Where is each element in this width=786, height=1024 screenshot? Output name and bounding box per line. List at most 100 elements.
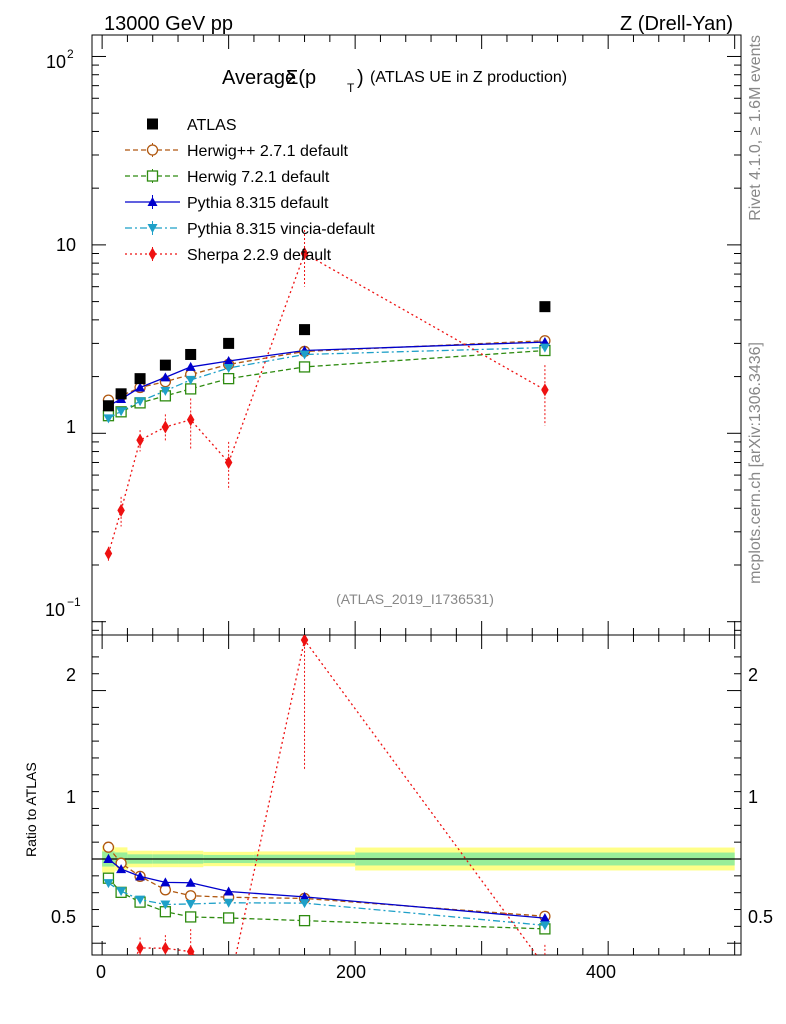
legend-label: Herwig++ 2.7.1 default (187, 143, 349, 160)
legend-label: Pythia 8.315 default (187, 195, 329, 212)
legend-entry-3: Pythia 8.315 default (125, 195, 329, 212)
ratio-y-axis-label: Ratio to ATLAS (23, 762, 39, 857)
ratio-series-layer (102, 635, 551, 1006)
series-line (108, 346, 545, 419)
mcplots-label: mcplots.cern.ch [arXiv:1306.3436] (747, 342, 764, 584)
rivet-version-label: Rivet 4.1.0, ≥ 1.6M events (747, 35, 764, 221)
y-tick-label-exponent: −1 (67, 595, 81, 609)
x-tick-label-0: 0 (96, 962, 106, 982)
ratio-series-3 (103, 854, 550, 923)
series-line (108, 349, 545, 417)
data-point-triangle-down (539, 921, 550, 931)
series-0 (102, 301, 551, 412)
legend-label: Pythia 8.315 vincia-default (187, 221, 375, 238)
main-y-tick-labels: 10 −1 1 10 10 2 (45, 47, 81, 620)
data-point-square (223, 337, 235, 349)
data-point-diamond (105, 993, 113, 1006)
legend: ATLAS Herwig++ 2.7.1 default Herwig 7.2.1 … (125, 117, 375, 264)
chart-title: Average Σ(p T ) (ATLAS UE in Z productio… (222, 67, 567, 95)
header-process-label: Z (Drell-Yan) (620, 13, 733, 35)
y-tick-label-10: 10 (56, 235, 76, 255)
ratio-y-tick-right-2: 2 (748, 665, 758, 685)
ratio-plot-frame (91, 634, 742, 956)
data-point-square (147, 118, 158, 130)
data-point-open-square (298, 914, 311, 927)
data-point-open-square (222, 912, 235, 924)
title-symbol: Σ(p (286, 67, 316, 89)
data-point-triangle-down (185, 899, 196, 909)
data-point-triangle-down (103, 879, 114, 889)
data-point-open-circle (102, 841, 115, 853)
legend-entry-0: ATLAS (147, 117, 237, 134)
data-point-diamond (186, 945, 195, 955)
legend-entry-1: Herwig++ 2.7.1 default (125, 143, 349, 160)
data-point-open-square (185, 383, 197, 395)
data-point-diamond (117, 980, 125, 993)
title-close-paren: ) (357, 67, 364, 89)
data-point-open-square (146, 170, 159, 182)
legend-label: Sherpa 2.2.9 default (187, 247, 332, 264)
data-point-diamond (148, 247, 157, 261)
data-point-triangle-down (116, 887, 127, 897)
data-point-triangle-up (160, 877, 171, 887)
legend-label: ATLAS (187, 117, 237, 134)
data-point-diamond (224, 455, 233, 469)
title-subscript: T (347, 81, 355, 95)
data-point-diamond (300, 247, 309, 261)
data-point-triangle-up (160, 372, 171, 382)
series-line (108, 341, 545, 407)
data-point-triangle-up (223, 886, 234, 896)
data-point-triangle-up (185, 361, 196, 371)
data-point-triangle-down (160, 900, 171, 910)
data-point-square (185, 348, 197, 360)
data-point-triangle-up (185, 877, 196, 887)
data-point-square (102, 400, 114, 412)
legend-entry-4: Pythia 8.315 vincia-default (125, 221, 375, 238)
data-point-diamond (541, 960, 549, 973)
title-prefix: Average (222, 67, 296, 89)
ratio-line (135, 638, 538, 955)
ratio-y-tick-1: 1 (66, 787, 76, 807)
data-point-triangle-up (223, 355, 234, 365)
data-point-triangle-down (135, 895, 146, 905)
data-point-triangle-down (147, 224, 158, 233)
y-tick-label-100-base: 10 (46, 52, 66, 72)
data-point-diamond (300, 635, 309, 647)
data-point-diamond (136, 433, 144, 447)
y-tick-label-100-exponent: 2 (67, 47, 74, 61)
legend-entry-5: Sherpa 2.2.9 default (125, 247, 332, 264)
legend-label: Herwig 7.2.1 default (187, 169, 330, 186)
ratio-series-5 (105, 635, 549, 1006)
data-point-diamond (161, 420, 170, 434)
data-point-open-circle (185, 890, 197, 902)
ratio-y-tick-0.5: 0.5 (51, 907, 76, 927)
data-point-triangle-down (116, 407, 127, 417)
analysis-watermark: (ATLAS_2019_I1736531) (336, 591, 494, 607)
data-point-square (134, 373, 146, 385)
data-point-open-square (185, 911, 197, 923)
data-point-triangle-down (103, 414, 114, 424)
series-4 (103, 343, 550, 424)
data-point-triangle-up (103, 854, 114, 863)
data-point-triangle-up (147, 197, 158, 206)
title-suffix: (ATLAS UE in Z production) (370, 69, 567, 86)
data-point-triangle-up (135, 871, 146, 881)
header-energy-label: 13000 GeV pp (104, 13, 233, 35)
data-point-diamond (186, 413, 195, 427)
data-point-diamond (225, 982, 233, 995)
series-line (107, 252, 546, 554)
data-point-triangle-down (160, 386, 171, 396)
ratio-y-tick-right-0.5: 0.5 (748, 907, 773, 927)
ratio-y-tick-labels: 0.5 1 2 0.5 1 2 (51, 665, 773, 927)
data-point-triangle-down (223, 898, 234, 908)
y-tick-label-1: 1 (66, 417, 76, 437)
data-point-triangle-up (539, 913, 550, 923)
legend-entry-2: Herwig 7.2.1 default (125, 169, 330, 186)
series-5 (104, 229, 549, 561)
data-point-diamond (104, 547, 113, 561)
data-point-open-square (298, 361, 311, 373)
data-point-triangle-down (299, 899, 310, 909)
data-point-triangle-down (223, 364, 234, 374)
data-point-triangle-down (185, 375, 196, 385)
